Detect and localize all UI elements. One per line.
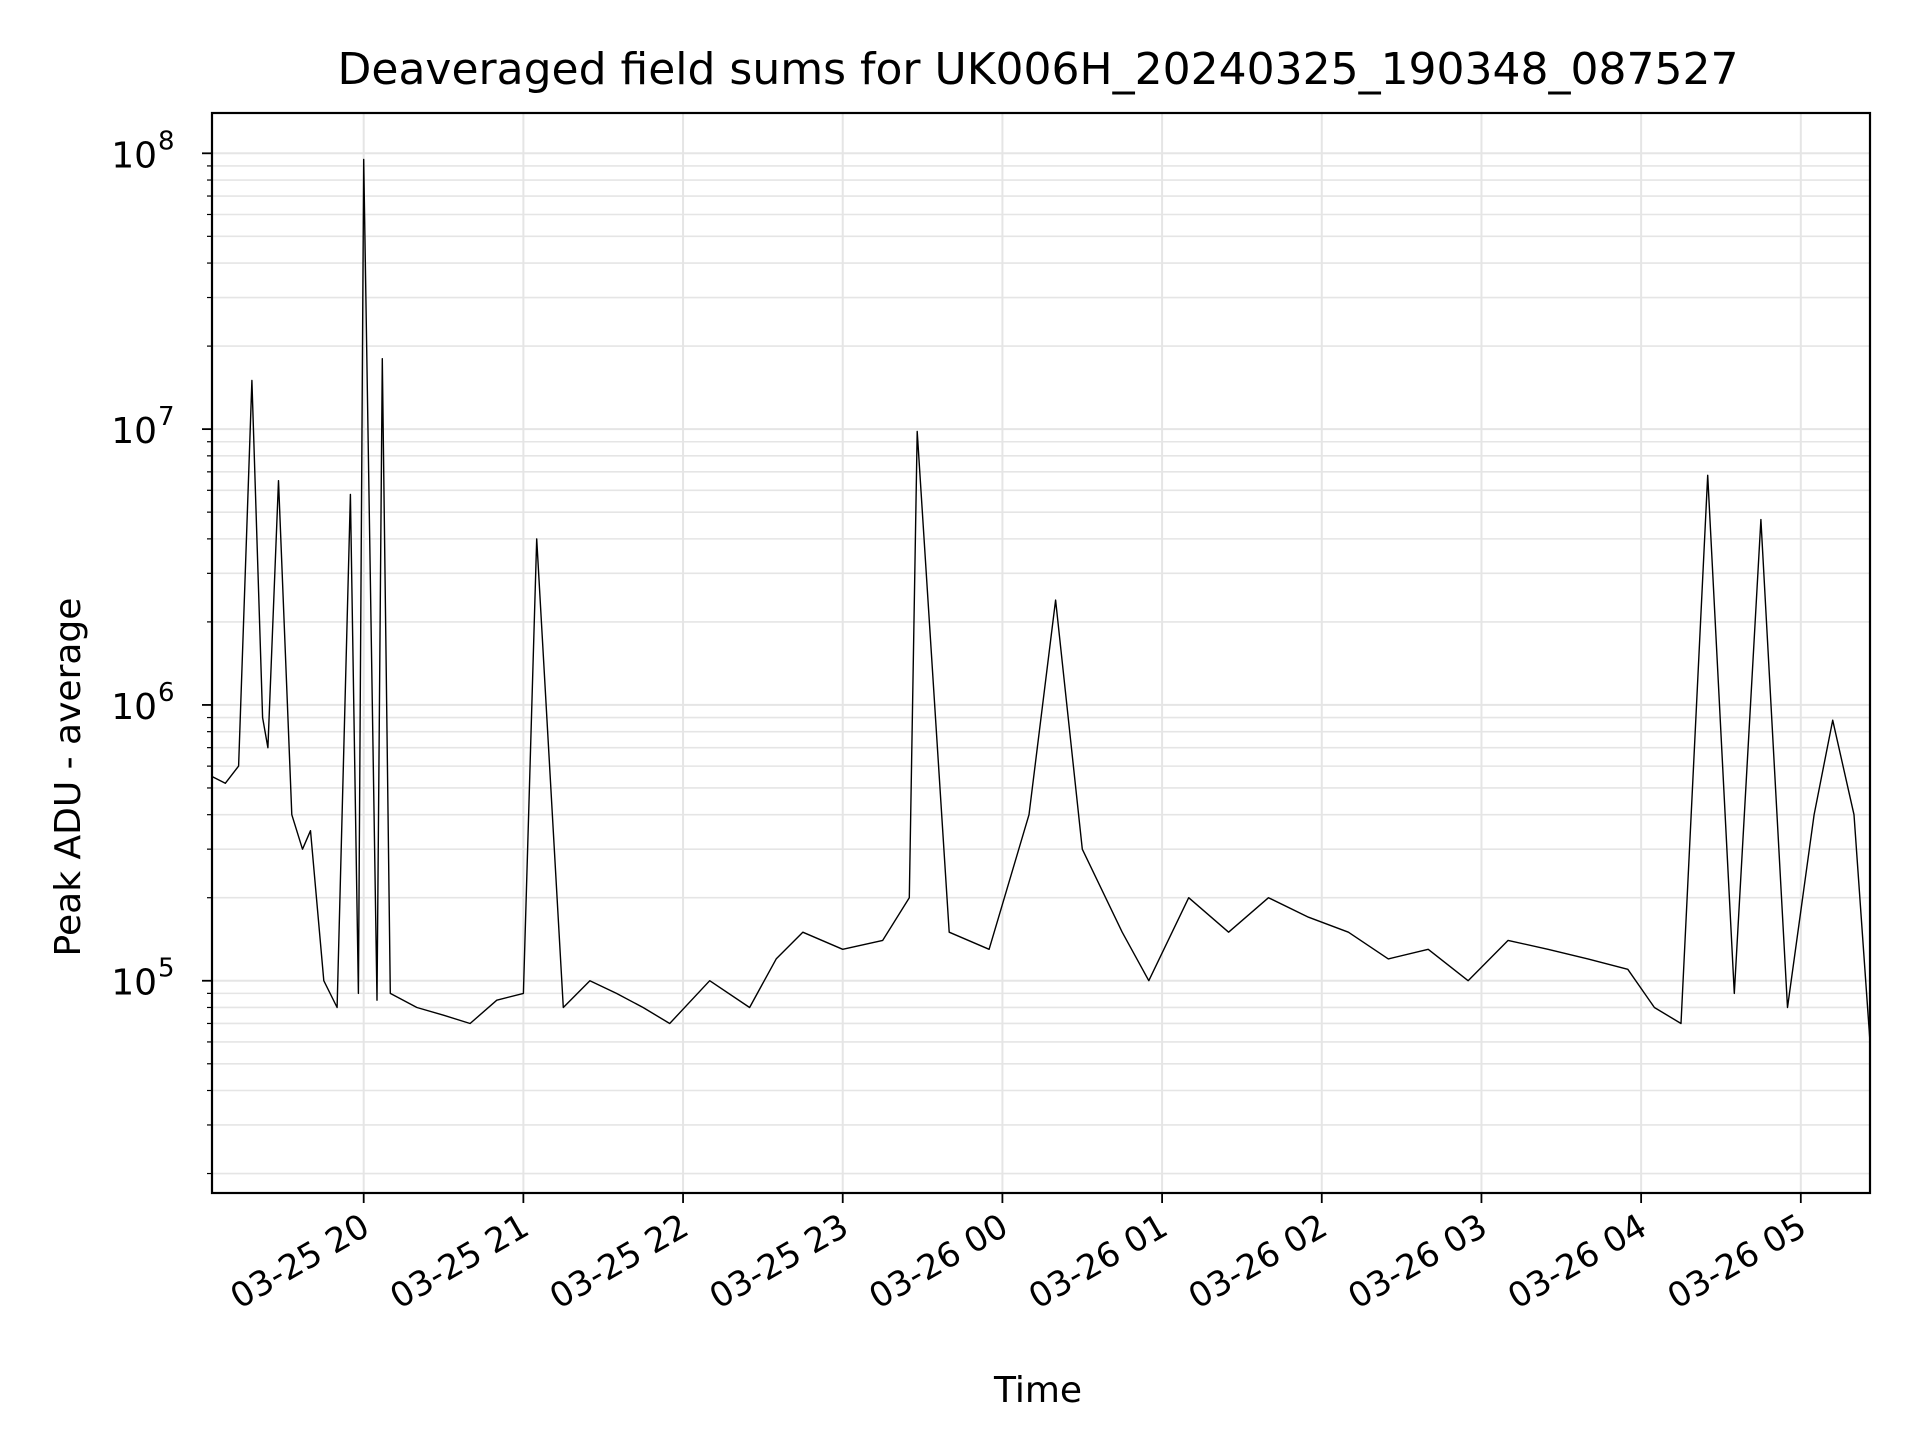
grid [212, 113, 1870, 1193]
x-tick-label: 03-25 22 [543, 1206, 695, 1317]
x-tick-label: 03-26 03 [1342, 1206, 1494, 1317]
y-axis-label: Peak ADU - average [48, 598, 89, 957]
x-tick-label: 03-25 20 [224, 1206, 376, 1317]
chart-title: Deaveraged field sums for UK006H_2024032… [338, 44, 1739, 95]
y-tick-label: 10 [111, 135, 157, 176]
y-tick-label: 10 [111, 687, 157, 728]
plot-frame [210, 111, 1872, 1195]
y-tick-label-exponent: 8 [158, 126, 175, 156]
x-axis-label: Time [993, 1370, 1082, 1411]
x-tick-label: 03-26 04 [1501, 1206, 1653, 1317]
y-tick-label: 10 [111, 411, 157, 452]
x-tick-label: 03-25 23 [703, 1206, 855, 1317]
y-tick-label-exponent: 7 [158, 402, 175, 432]
y-tick-label-exponent: 5 [158, 954, 175, 984]
series-line-0 [211, 158, 1871, 1042]
y-tick-label-exponent: 6 [158, 678, 175, 708]
y-tick-label: 10 [111, 963, 157, 1004]
x-tick-label: 03-25 21 [383, 1206, 535, 1317]
x-tick-label: 03-26 00 [863, 1206, 1015, 1317]
x-tick-label: 03-26 05 [1661, 1206, 1813, 1317]
x-tick-label: 03-26 02 [1182, 1206, 1334, 1317]
x-tick-label: 03-26 01 [1022, 1206, 1174, 1317]
series-line [211, 158, 1871, 1042]
